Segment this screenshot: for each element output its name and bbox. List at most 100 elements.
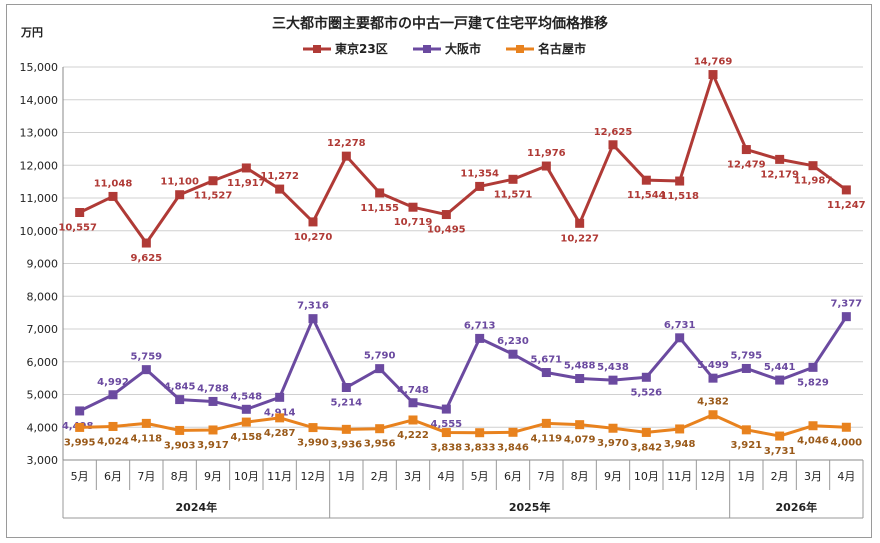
data-point (208, 425, 218, 435)
data-label: 9,625 (131, 253, 163, 264)
data-point (75, 422, 85, 432)
data-label: 12,479 (727, 160, 766, 171)
data-label: 4,548 (231, 391, 263, 402)
data-point (75, 208, 85, 218)
series-line (79, 315, 848, 413)
data-label: 5,671 (531, 355, 563, 366)
year-label: 2025年 (509, 500, 551, 514)
data-label: 4,222 (397, 430, 429, 441)
data-label: 11,247 (827, 200, 866, 211)
data-label: 3,936 (331, 439, 363, 450)
data-label: 7,316 (297, 301, 329, 312)
x-tick-label: 2月 (371, 470, 389, 483)
data-point (475, 428, 485, 438)
data-point (575, 374, 585, 384)
data-point (608, 140, 618, 150)
data-label: 11,976 (527, 148, 566, 159)
y-tick-label: 12,000 (20, 159, 59, 172)
x-tick-label: 5月 (71, 470, 89, 483)
data-point (175, 425, 185, 435)
y-tick-label: 13,000 (20, 127, 59, 140)
data-point (841, 312, 851, 322)
data-label: 11,544 (627, 190, 666, 201)
y-tick-label: 11,000 (20, 192, 59, 205)
year-label: 2024年 (176, 500, 218, 514)
series-line (79, 73, 848, 245)
data-point (708, 70, 718, 80)
y-tick-label: 8,000 (27, 290, 59, 303)
data-label: 6,230 (497, 336, 529, 347)
data-label: 12,625 (594, 127, 633, 138)
data-label: 5,499 (697, 360, 729, 371)
data-label: 5,488 (564, 361, 596, 372)
data-label: 12,179 (760, 169, 799, 180)
data-label: 11,987 (794, 176, 833, 187)
data-point (541, 161, 551, 171)
data-label: 4,119 (531, 433, 563, 444)
x-tick-label: 10月 (634, 470, 659, 483)
y-tick-label: 10,000 (20, 225, 59, 238)
data-label: 7,377 (831, 299, 863, 310)
data-label: 3,842 (631, 442, 663, 453)
data-label: 3,917 (197, 440, 229, 451)
y-tick-label: 7,000 (27, 323, 59, 336)
data-label: 12,278 (327, 138, 366, 149)
data-point (475, 181, 485, 191)
x-tick-label: 2月 (771, 470, 789, 483)
data-label: 14,769 (694, 57, 733, 68)
data-point (741, 425, 751, 435)
data-label: 3,731 (764, 446, 796, 457)
data-label: 5,214 (331, 397, 363, 408)
data-point (741, 363, 751, 373)
data-label: 6,731 (664, 320, 696, 331)
data-label: 5,526 (631, 387, 663, 398)
data-point (241, 417, 251, 427)
data-point (141, 238, 151, 248)
data-point (675, 176, 685, 186)
data-label: 3,970 (597, 438, 629, 449)
data-point (808, 421, 818, 431)
data-point (775, 375, 785, 385)
data-point (441, 428, 451, 438)
data-label: 3,903 (164, 440, 196, 451)
data-label: 3,995 (64, 437, 96, 448)
legend-item: 大阪市 (413, 41, 481, 56)
x-tick-label: 7月 (137, 470, 155, 483)
data-point (775, 154, 785, 164)
legend-marker (423, 45, 431, 53)
data-label: 4,287 (264, 428, 296, 439)
data-point (475, 333, 485, 343)
data-label: 11,155 (360, 203, 399, 214)
data-label: 4,158 (231, 432, 263, 443)
data-point (508, 349, 518, 359)
data-label: 4,382 (697, 397, 729, 408)
data-label: 3,921 (731, 440, 763, 451)
x-tick-label: 4月 (437, 470, 455, 483)
data-label: 5,441 (764, 362, 796, 373)
x-tick-label: 10月 (234, 470, 259, 483)
data-point (241, 163, 251, 173)
data-point (141, 365, 151, 375)
data-label: 3,846 (497, 442, 529, 453)
data-label: 4,000 (831, 437, 863, 448)
axes: 3,000 4,000 5,000 6,000 7,000 8,000 9,000 10,00… (20, 61, 864, 519)
data-label: 11,527 (194, 191, 233, 202)
chart-title: 三大都市圏主要都市の中古一戸建て住宅平均価格推移 (272, 15, 608, 32)
data-label: 11,571 (494, 189, 533, 200)
year-label: 2026年 (776, 500, 818, 514)
data-point (408, 202, 418, 212)
data-point (375, 188, 385, 198)
legend-item: 東京23区 (303, 41, 388, 56)
data-point (208, 396, 218, 406)
data-label: 10,270 (294, 232, 333, 243)
data-point (341, 424, 351, 434)
data-point (341, 151, 351, 161)
x-tick-label: 1月 (337, 470, 355, 483)
data-point (841, 422, 851, 432)
plot-area: 10,557 11,048 9,625 11,100 11,527 11,91711,27… (58, 57, 865, 457)
data-point (641, 427, 651, 437)
data-point (141, 418, 151, 428)
data-point (641, 372, 651, 382)
y-tick-label: 3,000 (27, 454, 59, 467)
